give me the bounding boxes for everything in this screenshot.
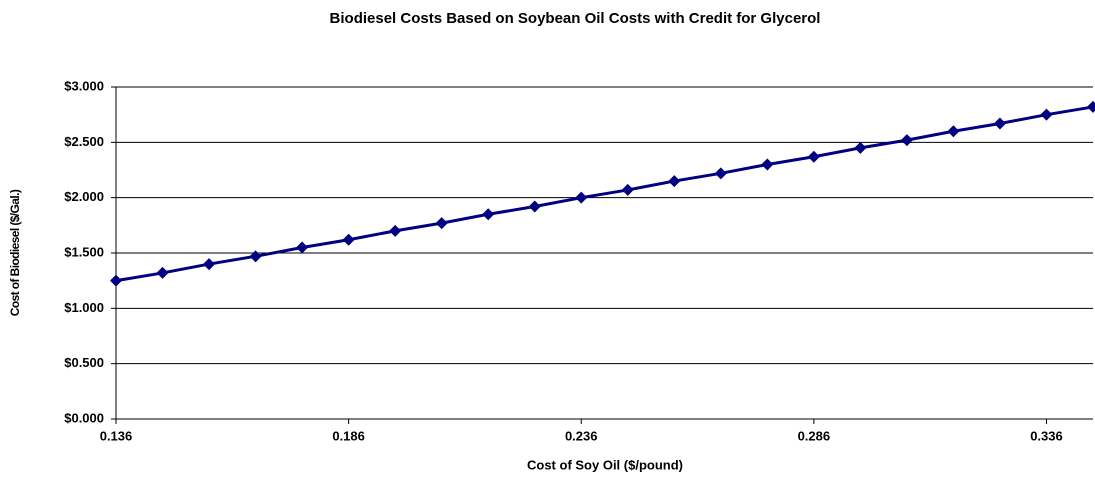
y-tick-label: $2.000 (64, 189, 104, 204)
data-point (342, 233, 355, 246)
y-tick-label: $2.500 (64, 134, 104, 149)
y-tick-label: $0.000 (64, 410, 104, 425)
data-point (854, 141, 867, 154)
data-point (947, 125, 960, 138)
y-tick-label: $1.000 (64, 300, 104, 315)
data-point (621, 183, 634, 196)
data-point (528, 200, 541, 213)
data-point (900, 134, 913, 147)
chart-title: Biodiesel Costs Based on Soybean Oil Cos… (330, 10, 821, 27)
data-point (110, 274, 122, 287)
data-point (249, 250, 262, 263)
data-line (115, 105, 1094, 283)
data-point (575, 191, 588, 204)
data-point (156, 266, 169, 279)
data-point (993, 117, 1006, 130)
x-tick-label: 0.186 (332, 428, 365, 443)
y-tick-label: $0.500 (64, 355, 104, 370)
data-point (389, 224, 402, 237)
data-point (435, 217, 448, 230)
data-point (714, 167, 727, 180)
data-point (761, 158, 774, 171)
y-axis-label: Cost of Biodiesel ($/Gal.) (8, 189, 22, 316)
data-point (1087, 100, 1095, 113)
x-tick-label: 0.136 (100, 428, 133, 443)
data-point (482, 208, 495, 221)
data-point (296, 241, 309, 254)
data-point (668, 175, 681, 188)
x-tick-label: 0.236 (565, 428, 598, 443)
x-axis-label: Cost of Soy Oil ($/pound) (527, 457, 683, 472)
data-point (203, 258, 216, 271)
data-point (807, 150, 820, 163)
x-tick-label: 0.286 (798, 428, 831, 443)
y-tick-label: $3.000 (64, 78, 104, 93)
data-point (1040, 108, 1053, 121)
y-tick-label: $1.500 (64, 244, 104, 259)
x-tick-label: 0.336 (1030, 428, 1063, 443)
